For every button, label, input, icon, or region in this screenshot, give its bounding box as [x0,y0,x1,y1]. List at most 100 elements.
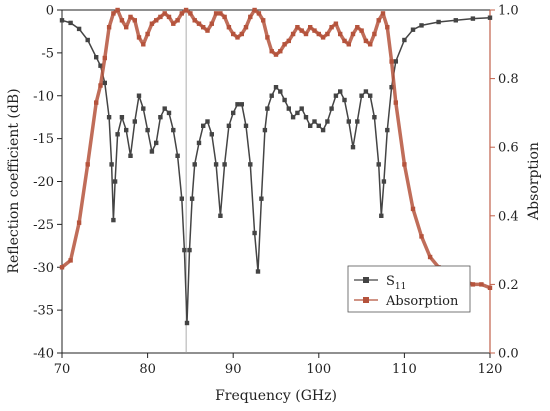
s11-point [333,93,339,98]
absorption-point [115,7,120,13]
s11-point [218,213,223,218]
x-tick-label: 120 [478,362,503,377]
absorption-point [145,31,150,37]
s11-point [363,89,369,94]
s11-point [182,247,187,253]
s11-point [111,217,116,223]
s11-point [290,115,296,120]
absorption-point [166,14,172,20]
s11-point [252,230,257,236]
s11-point [410,27,416,32]
absorption-point [355,25,360,30]
absorption-point [389,59,394,64]
s11-point [235,102,240,107]
s11-point [243,123,249,128]
s11-point [402,37,407,43]
s11-point [158,115,163,120]
x-tick-label: 80 [139,362,156,377]
s11-point [372,115,377,120]
absorption-point [94,100,99,105]
s11-point [350,145,356,150]
absorption-point [410,206,416,212]
x-tick-label: 100 [306,362,331,377]
absorption-point [213,11,219,16]
absorption-point [111,11,116,16]
absorption-point [312,28,317,33]
s11-point [124,127,129,133]
s11-point [98,63,103,68]
absorption-point [136,35,142,40]
s11-point [115,132,120,137]
s11-point [136,93,142,98]
s11-point [338,89,343,94]
absorption-point [487,285,493,290]
absorption-point [269,49,274,54]
absorption-point [188,11,193,16]
s11-point [166,110,172,116]
y-right-tick-label: 0.8 [498,72,519,87]
legend-box [347,265,471,313]
s11-point [379,213,384,218]
s11-point [109,162,114,167]
y-right-tick-label: 0.0 [498,347,519,362]
absorption-point [261,18,266,23]
s11-point [231,110,236,116]
legend-s11-label: S11 [386,274,406,292]
absorption-point [320,35,326,40]
absorption-line [60,8,491,290]
y-left-axis-title: Reflection coefficient (dB) [6,88,22,273]
s11-point [320,127,326,133]
s11-point [295,110,300,116]
s11-point [381,179,387,184]
legend: S11 Absorption [347,265,471,313]
absorption-point [385,25,390,30]
s11-point [205,119,210,124]
s11-point [265,106,270,111]
s11-point [213,162,219,167]
y-left-axis-ticks: 0 -5 -10 -15 -20 -25 -30 -35 -40 [33,4,62,362]
s11-point [68,20,73,26]
s11-point [368,93,373,98]
absorption-point [363,38,369,44]
absorption-point [419,234,424,239]
y-left-tick-label: -15 [33,132,54,147]
absorption-point [359,28,364,33]
s11-point [262,127,268,133]
s11-point [132,119,137,124]
s11-point [94,55,99,60]
s11-point [239,102,244,107]
absorption-point [282,42,287,47]
s11-point [487,15,493,20]
absorption-point [350,31,356,37]
s11-point [141,106,146,111]
absorption-point [235,35,240,40]
absorption-point [76,220,82,225]
absorption-point [158,14,163,20]
absorption-point [124,25,129,30]
absorption-point [278,49,283,54]
legend-absorption-label: Absorption [385,294,459,309]
s11-point [187,247,192,253]
s11-point [389,85,394,90]
s11-point [342,97,347,103]
absorption-point [132,18,137,23]
legend-absorption-marker [363,297,369,303]
s11-point [312,119,317,124]
s11-point [286,106,291,111]
x-tick-label: 70 [54,362,71,377]
y-left-tick-label: -30 [33,261,54,276]
s11-point [299,106,304,111]
absorption-point [175,18,180,23]
y-right-tick-label: 1.0 [498,4,519,19]
s11-point [154,140,159,146]
y-right-tick-label: 0.2 [498,278,519,293]
absorption-point [59,265,65,270]
y-right-tick-label: 0.4 [498,209,519,224]
absorption-point [119,18,125,23]
absorption-point [98,83,103,88]
absorption-point [171,21,176,26]
legend-s11-main: S [386,274,395,289]
absorption-point [248,14,253,20]
s11-point [355,119,360,124]
